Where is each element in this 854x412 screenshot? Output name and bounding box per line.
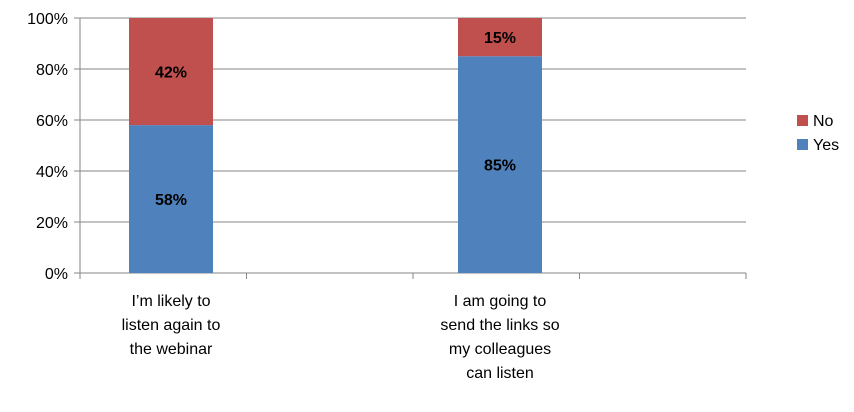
data-label-no-1: 42%	[155, 65, 187, 82]
data-label-yes-2: 85%	[484, 158, 516, 175]
category-label-line: the webinar	[130, 341, 213, 358]
bar-yes-2	[458, 56, 542, 273]
category-label-1: I’m likely to listen again to the webinar	[122, 293, 221, 358]
category-label-line: send the links so	[440, 317, 559, 334]
bars	[129, 18, 542, 273]
data-label-no-2: 15%	[484, 30, 516, 47]
legend-label-no: No	[813, 113, 834, 130]
category-label-line: can listen	[466, 365, 534, 382]
category-label-line: I am going to	[454, 293, 547, 310]
y-tick-label: 0%	[45, 266, 68, 283]
legend-swatch-no	[797, 115, 808, 126]
bar-no-1	[129, 18, 213, 126]
category-labels: I’m likely to listen again to the webinarI…	[122, 293, 560, 382]
category-label-2: I am going to send the links so my colleag…	[440, 293, 559, 382]
category-label-line: listen again to	[122, 317, 221, 334]
y-tick-label: 80%	[36, 62, 68, 79]
category-label-line: I’m likely to	[131, 293, 210, 310]
category-label-line: my colleagues	[449, 341, 551, 358]
legend: No Yes	[797, 113, 839, 154]
data-labels: 58% 42% 85% 15%	[155, 30, 516, 209]
bar-yes-1	[129, 125, 213, 273]
data-label-yes-1: 58%	[155, 192, 187, 209]
legend-swatch-yes	[797, 139, 808, 150]
legend-label-yes: Yes	[813, 137, 839, 154]
y-tick-label: 40%	[36, 164, 68, 181]
y-tick-label: 60%	[36, 113, 68, 130]
y-tick-labels: 0% 20% 40% 60% 80% 100%	[27, 11, 68, 283]
y-tick-label: 20%	[36, 215, 68, 232]
y-tick-label: 100%	[27, 11, 68, 28]
bar-no-2	[458, 18, 542, 57]
